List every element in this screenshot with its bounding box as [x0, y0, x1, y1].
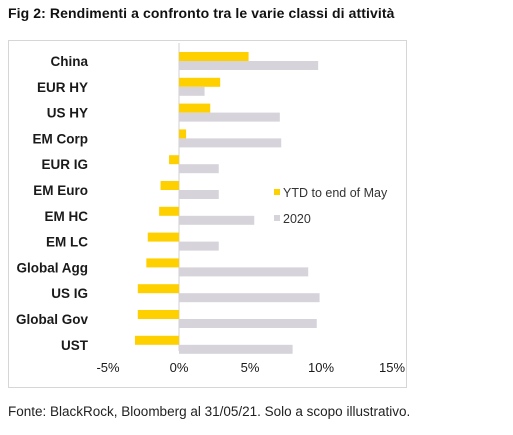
bar-ytd: [147, 232, 179, 242]
bar-ytd: [146, 258, 179, 268]
category-label: Global Gov: [16, 312, 89, 327]
bar-2020: [179, 164, 219, 174]
bar-2020: [179, 215, 255, 225]
figure-title: Fig 2: Rendimenti a confronto tra le var…: [8, 5, 395, 21]
category-label: EUR HY: [37, 80, 88, 95]
bar-2020: [179, 344, 293, 354]
bar-ytd: [137, 310, 179, 319]
bar-ytd: [179, 103, 211, 113]
bar-2020: [179, 319, 317, 328]
bar-chart: China EUR HY US HY EM Corp EUR IG EM Euro EM H…: [16, 43, 405, 375]
category-label: EM LC: [46, 235, 88, 250]
x-tick-label: 15%: [379, 360, 405, 375]
source-note: Fonte: BlackRock, Bloomberg al 31/05/21.…: [8, 404, 411, 419]
bar-ytd: [160, 181, 179, 190]
category-label: China: [50, 54, 88, 69]
x-tick-label: -5%: [96, 360, 120, 375]
category-label: US HY: [47, 106, 88, 121]
bar-ytd: [137, 284, 179, 294]
bar-ytd: [179, 129, 187, 139]
bar-ytd: [169, 155, 179, 165]
bar-2020: [179, 61, 319, 70]
x-tick-label: 10%: [308, 360, 334, 375]
category-label: Global Agg: [17, 260, 89, 275]
legend-swatch: [274, 189, 280, 195]
chart-frame: China EUR HY US HY EM Corp EUR IG EM Euro EM H…: [8, 40, 407, 388]
bar-ytd: [159, 206, 179, 216]
category-label: EUR IG: [41, 157, 88, 172]
bar-2020: [179, 293, 320, 303]
bar-2020: [179, 138, 282, 148]
legend-swatch: [274, 215, 280, 221]
category-label: EM Euro: [33, 183, 88, 198]
category-label: US IG: [51, 286, 88, 301]
x-tick-label: 5%: [241, 360, 260, 375]
bar-ytd: [179, 52, 249, 61]
bar-ytd: [134, 335, 179, 345]
legend-label: 2020: [283, 212, 311, 226]
x-tick-label: 0%: [170, 360, 189, 375]
bar-ytd: [179, 77, 221, 87]
category-label: EM HC: [45, 209, 89, 224]
bar-2020: [179, 267, 309, 277]
bar-2020: [179, 241, 219, 251]
legend-label: YTD to end of May: [283, 186, 388, 200]
bar-2020: [179, 112, 280, 122]
bar-2020: [179, 190, 219, 199]
category-label: EM Corp: [33, 131, 89, 146]
bar-2020: [179, 86, 205, 96]
category-label: UST: [61, 338, 89, 353]
